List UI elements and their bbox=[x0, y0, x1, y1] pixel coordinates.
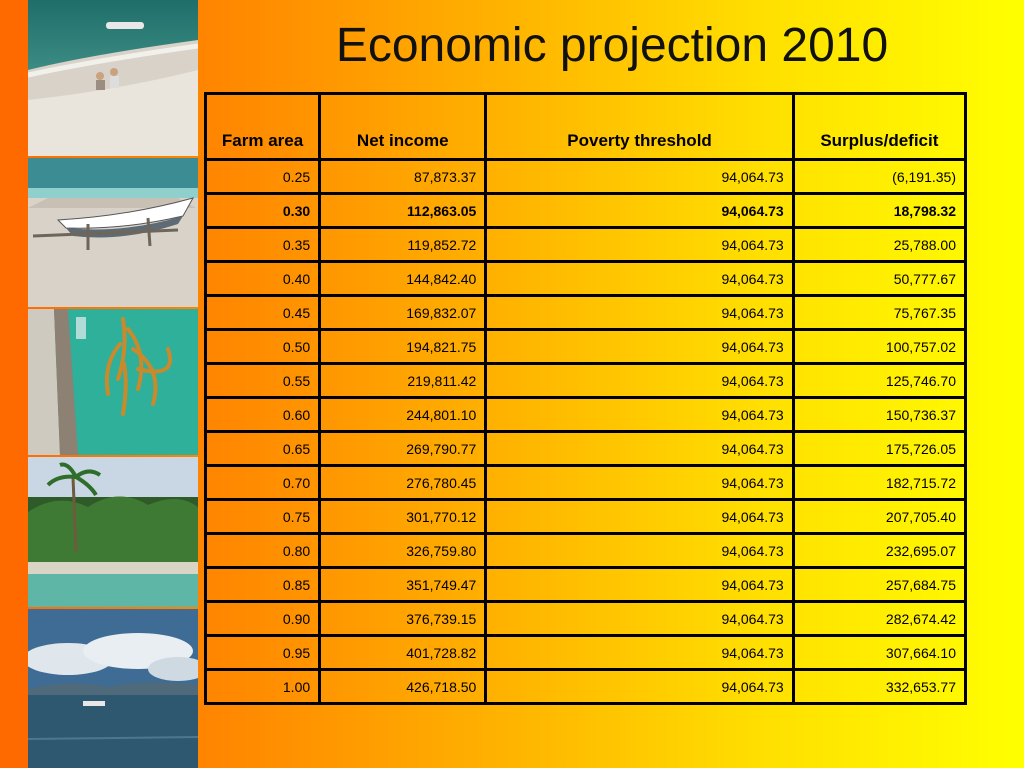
cell-farm-area: 0.90 bbox=[203, 600, 322, 637]
table-row: 1.00 426,718.50 94,064.73 332,653.77 bbox=[203, 668, 968, 705]
cell-net-income: 351,749.47 bbox=[318, 566, 488, 603]
cell-surplus-deficit: 25,788.00 bbox=[791, 226, 968, 263]
cell-net-income: 119,852.72 bbox=[318, 226, 488, 263]
cell-poverty-threshold: 94,064.73 bbox=[484, 566, 795, 603]
cell-farm-area: 0.95 bbox=[203, 634, 322, 671]
left-accent-strip bbox=[0, 0, 28, 768]
seaweed-underwater-photo bbox=[28, 309, 198, 455]
table-row: 0.55 219,811.42 94,064.73 125,746.70 bbox=[203, 362, 968, 399]
cell-farm-area: 0.70 bbox=[203, 464, 322, 501]
economic-projection-table: Farm area Net income Poverty threshold S… bbox=[203, 92, 968, 705]
sea-clouds-photo bbox=[28, 609, 198, 768]
cell-farm-area: 0.30 bbox=[203, 192, 322, 229]
table-row: 0.80 326,759.80 94,064.73 232,695.07 bbox=[203, 532, 968, 569]
header-poverty-threshold: Poverty threshold bbox=[484, 92, 795, 161]
header-surplus-deficit: Surplus/deficit bbox=[791, 92, 968, 161]
cell-surplus-deficit: 125,746.70 bbox=[791, 362, 968, 399]
table-row: 0.65 269,790.77 94,064.73 175,726.05 bbox=[203, 430, 968, 467]
table-row: 0.60 244,801.10 94,064.73 150,736.37 bbox=[203, 396, 968, 433]
table-row: 0.50 194,821.75 94,064.73 100,757.02 bbox=[203, 328, 968, 365]
cell-surplus-deficit: 75,767.35 bbox=[791, 294, 968, 331]
cell-net-income: 376,739.15 bbox=[318, 600, 488, 637]
cell-farm-area: 0.65 bbox=[203, 430, 322, 467]
table-header-row: Farm area Net income Poverty threshold S… bbox=[203, 92, 968, 161]
cell-poverty-threshold: 94,064.73 bbox=[484, 192, 795, 229]
palm-beach-photo bbox=[28, 457, 198, 607]
cell-surplus-deficit: 182,715.72 bbox=[791, 464, 968, 501]
cell-farm-area: 0.55 bbox=[203, 362, 322, 399]
cell-poverty-threshold: 94,064.73 bbox=[484, 294, 795, 331]
cell-farm-area: 0.85 bbox=[203, 566, 322, 603]
cell-surplus-deficit: 100,757.02 bbox=[791, 328, 968, 365]
cell-surplus-deficit: 332,653.77 bbox=[791, 668, 968, 705]
cell-poverty-threshold: 94,064.73 bbox=[484, 668, 795, 705]
cell-poverty-threshold: 94,064.73 bbox=[484, 464, 795, 501]
cell-surplus-deficit: 232,695.07 bbox=[791, 532, 968, 569]
cell-net-income: 244,801.10 bbox=[318, 396, 488, 433]
cell-poverty-threshold: 94,064.73 bbox=[484, 158, 795, 195]
cell-farm-area: 0.45 bbox=[203, 294, 322, 331]
table-row: 0.75 301,770.12 94,064.73 207,705.40 bbox=[203, 498, 968, 535]
cell-surplus-deficit: 18,798.32 bbox=[791, 192, 968, 229]
cell-poverty-threshold: 94,064.73 bbox=[484, 498, 795, 535]
cell-net-income: 426,718.50 bbox=[318, 668, 488, 705]
cell-surplus-deficit: 207,705.40 bbox=[791, 498, 968, 535]
cell-farm-area: 0.60 bbox=[203, 396, 322, 433]
cell-poverty-threshold: 94,064.73 bbox=[484, 396, 795, 433]
cell-net-income: 87,873.37 bbox=[318, 158, 488, 195]
cell-poverty-threshold: 94,064.73 bbox=[484, 226, 795, 263]
table-row: 0.30 112,863.05 94,064.73 18,798.32 bbox=[203, 192, 968, 229]
cell-farm-area: 0.35 bbox=[203, 226, 322, 263]
cell-farm-area: 0.40 bbox=[203, 260, 322, 297]
cell-poverty-threshold: 94,064.73 bbox=[484, 430, 795, 467]
cell-surplus-deficit: 282,674.42 bbox=[791, 600, 968, 637]
cell-poverty-threshold: 94,064.73 bbox=[484, 328, 795, 365]
page-title: Economic projection 2010 bbox=[335, 19, 889, 72]
table-row: 0.25 87,873.37 94,064.73 (6,191.35) bbox=[203, 158, 968, 195]
cell-farm-area: 0.75 bbox=[203, 498, 322, 535]
beach-boat-photo bbox=[28, 0, 198, 156]
cell-poverty-threshold: 94,064.73 bbox=[484, 600, 795, 637]
cell-farm-area: 0.50 bbox=[203, 328, 322, 365]
cell-farm-area: 1.00 bbox=[203, 668, 322, 705]
cell-surplus-deficit: 257,684.75 bbox=[791, 566, 968, 603]
cell-net-income: 326,759.80 bbox=[318, 532, 488, 569]
cell-surplus-deficit: 150,736.37 bbox=[791, 396, 968, 433]
cell-poverty-threshold: 94,064.73 bbox=[484, 634, 795, 671]
table-row: 0.85 351,749.47 94,064.73 257,684.75 bbox=[203, 566, 968, 603]
cell-poverty-threshold: 94,064.73 bbox=[484, 532, 795, 569]
cell-poverty-threshold: 94,064.73 bbox=[484, 260, 795, 297]
table-row: 0.90 376,739.15 94,064.73 282,674.42 bbox=[203, 600, 968, 637]
cell-surplus-deficit: 175,726.05 bbox=[791, 430, 968, 467]
cell-surplus-deficit: 307,664.10 bbox=[791, 634, 968, 671]
table-row: 0.45 169,832.07 94,064.73 75,767.35 bbox=[203, 294, 968, 331]
table-row: 0.35 119,852.72 94,064.73 25,788.00 bbox=[203, 226, 968, 263]
cell-net-income: 301,770.12 bbox=[318, 498, 488, 535]
photo-column bbox=[28, 0, 198, 768]
cell-net-income: 144,842.40 bbox=[318, 260, 488, 297]
cell-farm-area: 0.80 bbox=[203, 532, 322, 569]
cell-surplus-deficit: (6,191.35) bbox=[791, 158, 968, 195]
header-farm-area: Farm area bbox=[203, 92, 322, 161]
cell-net-income: 112,863.05 bbox=[318, 192, 488, 229]
cell-net-income: 401,728.82 bbox=[318, 634, 488, 671]
cell-net-income: 169,832.07 bbox=[318, 294, 488, 331]
outrigger-boat-photo bbox=[28, 158, 198, 307]
cell-farm-area: 0.25 bbox=[203, 158, 322, 195]
table-row: 0.40 144,842.40 94,064.73 50,777.67 bbox=[203, 260, 968, 297]
cell-poverty-threshold: 94,064.73 bbox=[484, 362, 795, 399]
table-row: 0.95 401,728.82 94,064.73 307,664.10 bbox=[203, 634, 968, 671]
cell-net-income: 276,780.45 bbox=[318, 464, 488, 501]
cell-net-income: 219,811.42 bbox=[318, 362, 488, 399]
table-row: 0.70 276,780.45 94,064.73 182,715.72 bbox=[203, 464, 968, 501]
cell-net-income: 269,790.77 bbox=[318, 430, 488, 467]
cell-surplus-deficit: 50,777.67 bbox=[791, 260, 968, 297]
cell-net-income: 194,821.75 bbox=[318, 328, 488, 365]
header-net-income: Net income bbox=[318, 92, 488, 161]
